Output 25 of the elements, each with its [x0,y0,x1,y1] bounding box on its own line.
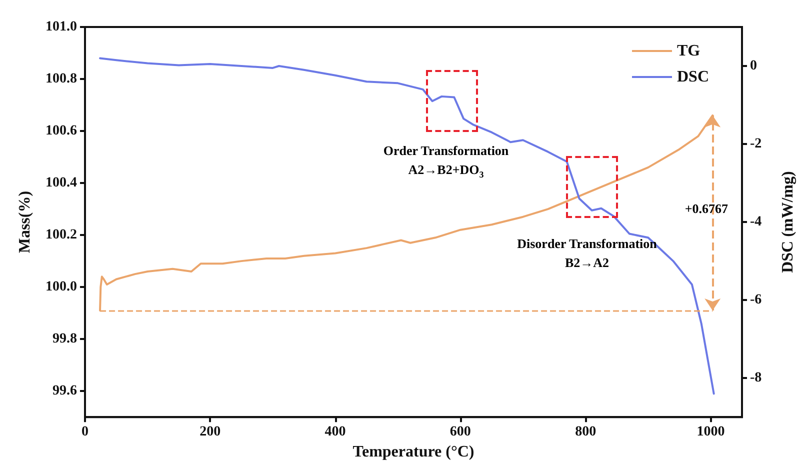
y-tick-label: 100.4 [46,176,77,191]
x-tick-label: 800 [575,424,596,440]
y2-tick-label: -8 [750,370,762,386]
x-tick-label: 400 [324,424,346,440]
x-tick-label: 200 [200,424,221,440]
y-tick-label: 99.8 [52,332,77,347]
x-tick-label: 0 [82,424,88,440]
y-tick-label: 101.0 [46,20,77,34]
y2-axis-title: DSC (mW/mg) [780,171,796,273]
x-axis-title: Temperature (°C) [352,444,474,460]
y2-tick-label: -4 [750,214,762,230]
y-tick-label: 99.6 [52,384,77,399]
y2-tick-label: -6 [750,292,762,308]
x-tick-label: 1000 [696,424,725,440]
legend-label: DSC [676,68,710,86]
x-tick-label: 600 [450,424,471,440]
annotation: +0.6767 [684,201,728,216]
y-tick-label: 100.6 [46,124,77,139]
y2-tick-label: 0 [750,58,757,74]
y-axis-title: Mass(%) [16,190,34,254]
y-tick-label: 100.8 [46,72,77,87]
y2-tick-label: -2 [750,136,762,152]
y-tick-label: 100.0 [46,280,77,295]
y-tick-label: 100.2 [46,228,77,243]
legend-label: TG [676,42,701,60]
